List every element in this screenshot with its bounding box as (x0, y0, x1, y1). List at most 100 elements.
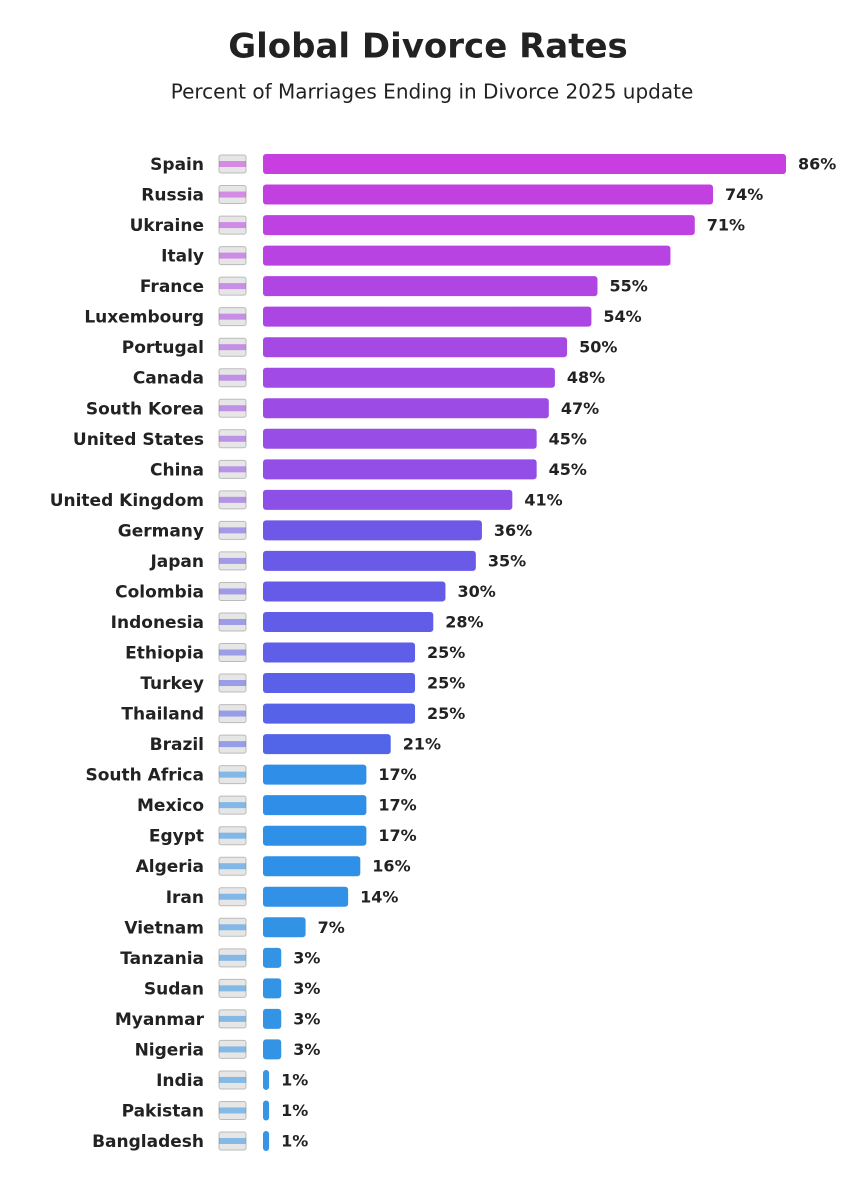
category-label: Russia (141, 186, 204, 206)
bar (263, 245, 671, 266)
category-label: Sudan (144, 979, 204, 999)
value-label: 1% (281, 1132, 308, 1151)
flag-stripe (219, 496, 246, 503)
bar (263, 215, 695, 236)
category-label: United States (73, 430, 204, 450)
bar (263, 764, 367, 785)
value-label: 14% (360, 887, 398, 906)
category-label: Spain (150, 155, 204, 175)
value-label: 30% (457, 582, 495, 601)
value-label: 54% (603, 307, 641, 326)
flag-stripe (219, 1107, 246, 1114)
flag-stripe (219, 893, 246, 900)
bar (263, 856, 361, 877)
category-label: France (140, 277, 204, 297)
value-label: 21% (403, 735, 441, 754)
flag-stripe (219, 710, 246, 717)
bar (263, 1008, 282, 1029)
bar (263, 978, 282, 999)
bar (263, 1039, 282, 1060)
bar (263, 459, 537, 480)
value-label: 17% (378, 826, 416, 845)
category-label: Indonesia (111, 613, 204, 633)
bar (263, 1069, 270, 1090)
flag-stripe (219, 618, 246, 625)
bar (263, 1100, 270, 1121)
value-label: 25% (427, 643, 465, 662)
category-label: United Kingdom (50, 491, 204, 511)
bar (263, 917, 306, 938)
bar (263, 550, 476, 571)
bar (263, 673, 416, 694)
flag-stripe (219, 588, 246, 595)
flag-stripe (219, 802, 246, 809)
category-label: Colombia (115, 582, 204, 602)
category-label: Turkey (140, 674, 204, 694)
category-label: Brazil (150, 735, 204, 755)
bar (263, 795, 367, 816)
flag-stripe (219, 313, 246, 320)
bar (263, 886, 349, 907)
value-label: 36% (494, 521, 532, 540)
category-label: Nigeria (135, 1040, 204, 1060)
flag-stripe (219, 985, 246, 992)
category-label: Luxembourg (84, 308, 204, 328)
value-label: 71% (707, 216, 745, 235)
flag-stripe (219, 283, 246, 290)
flag-stripe (219, 466, 246, 473)
value-label: 41% (524, 490, 562, 509)
bar (263, 703, 416, 724)
bar (263, 642, 416, 663)
category-label: Tanzania (120, 949, 204, 969)
flag-stripe (219, 191, 246, 198)
value-label: 50% (579, 338, 617, 357)
category-label: India (156, 1071, 204, 1091)
flag-stripe (219, 374, 246, 381)
value-label: 86% (798, 155, 836, 174)
flag-stripe (219, 1015, 246, 1022)
bar (263, 1131, 270, 1151)
value-label: 16% (372, 857, 410, 876)
bar (263, 611, 434, 632)
value-label: 1% (281, 1070, 308, 1089)
value-label: 45% (549, 460, 587, 479)
bar (263, 947, 282, 968)
value-label: 25% (427, 674, 465, 693)
category-label: Thailand (121, 705, 204, 725)
flag-stripe (219, 649, 246, 656)
bar (263, 734, 391, 755)
category-label: Mexico (137, 796, 204, 816)
flag-stripe (219, 954, 246, 961)
value-label: 45% (549, 429, 587, 448)
category-label: South Africa (86, 766, 205, 786)
bar (263, 337, 568, 358)
value-label: 47% (561, 399, 599, 418)
bar (263, 367, 555, 388)
category-label: Portugal (122, 338, 204, 358)
chart-title: Global Divorce Rates (228, 27, 628, 67)
flag-stripe (219, 924, 246, 931)
flag-stripe (219, 741, 246, 748)
value-label: 25% (427, 704, 465, 723)
value-label: 35% (488, 551, 526, 570)
value-label: 74% (725, 185, 763, 204)
bar (263, 154, 786, 174)
value-label: 3% (293, 979, 320, 998)
flag-stripe (219, 405, 246, 412)
category-label: Pakistan (122, 1101, 204, 1121)
category-label: Egypt (149, 827, 204, 847)
flag-stripe (219, 832, 246, 839)
flag-stripe (219, 344, 246, 351)
bar (263, 398, 549, 419)
flag-stripe (219, 1046, 246, 1053)
category-label: Germany (118, 521, 204, 541)
value-label: 1% (281, 1101, 308, 1120)
category-label: South Korea (86, 399, 204, 419)
category-label: Canada (133, 369, 204, 389)
flag-stripe (219, 435, 246, 442)
bar (263, 276, 598, 297)
value-label: 3% (293, 1009, 320, 1028)
flag-stripe (219, 771, 246, 778)
category-label: Japan (149, 552, 204, 572)
